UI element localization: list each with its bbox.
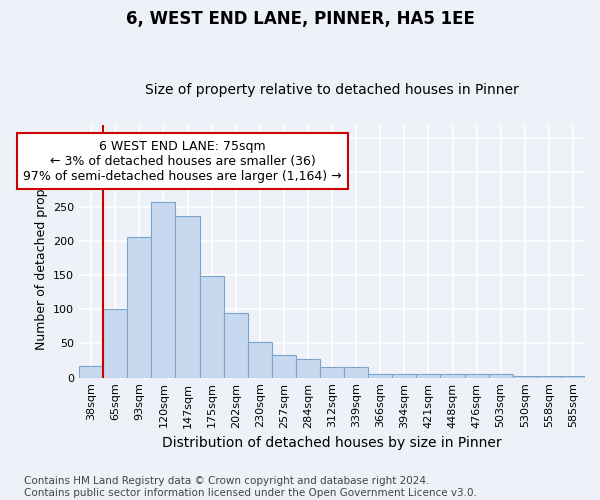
Bar (248, 342, 272, 378)
Y-axis label: Number of detached properties: Number of detached properties (35, 152, 47, 350)
Bar (416, 374, 440, 378)
Bar (513, 376, 537, 378)
Bar (296, 359, 320, 378)
Bar (103, 310, 127, 378)
Text: Contains HM Land Registry data © Crown copyright and database right 2024.
Contai: Contains HM Land Registry data © Crown c… (24, 476, 477, 498)
Bar (440, 374, 464, 378)
Bar (272, 355, 296, 378)
Bar (561, 376, 585, 378)
X-axis label: Distribution of detached houses by size in Pinner: Distribution of detached houses by size … (162, 436, 502, 450)
Bar (175, 216, 200, 378)
Bar (368, 374, 392, 378)
Bar (320, 368, 344, 378)
Bar (151, 202, 175, 378)
Bar (344, 368, 368, 378)
Bar (127, 238, 151, 378)
Bar (392, 374, 416, 378)
Bar (488, 374, 513, 378)
Title: Size of property relative to detached houses in Pinner: Size of property relative to detached ho… (145, 83, 519, 97)
Bar (200, 276, 224, 378)
Bar (79, 366, 103, 378)
Text: 6 WEST END LANE: 75sqm
← 3% of detached houses are smaller (36)
97% of semi-deta: 6 WEST END LANE: 75sqm ← 3% of detached … (23, 140, 342, 182)
Text: 6, WEST END LANE, PINNER, HA5 1EE: 6, WEST END LANE, PINNER, HA5 1EE (125, 10, 475, 28)
Bar (224, 312, 248, 378)
Bar (464, 374, 488, 378)
Bar (537, 376, 561, 378)
